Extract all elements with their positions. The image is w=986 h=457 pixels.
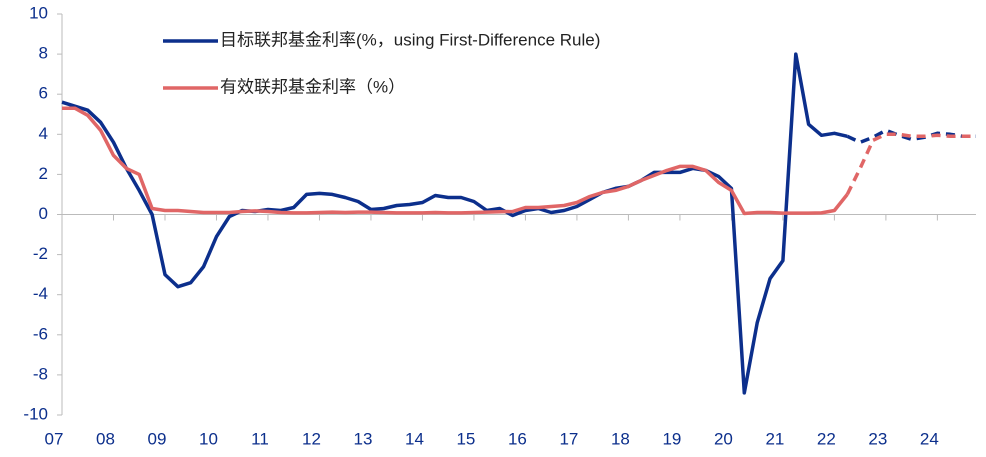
x-tick-label: 15 (456, 429, 475, 448)
series-line (61, 52, 848, 395)
y-tick-label: 10 (29, 3, 48, 22)
x-tick-label: 22 (817, 429, 836, 448)
y-tick-label: 0 (39, 204, 48, 223)
y-tick-label: 8 (39, 44, 48, 63)
x-tick-label: 07 (45, 429, 64, 448)
series-line-forecast (846, 128, 976, 145)
x-tick-label: 21 (765, 429, 784, 448)
y-tick-label: -4 (33, 284, 48, 303)
y-tick-label: -2 (33, 244, 48, 263)
legend-label: 有效联邦基金利率（%） (220, 77, 405, 96)
x-tick-label: 09 (148, 429, 167, 448)
x-tick-label: 19 (662, 429, 681, 448)
x-tick-label: 24 (920, 429, 939, 448)
y-tick-label: -10 (23, 404, 48, 423)
y-tick-label: 4 (39, 124, 48, 143)
x-tick-label: 20 (714, 429, 733, 448)
series-line (62, 106, 849, 216)
series-line-forecast (845, 132, 976, 196)
x-tick-label: 17 (559, 429, 578, 448)
x-tick-label: 10 (199, 429, 218, 448)
x-tick-label: 12 (302, 429, 321, 448)
y-tick-label: 2 (39, 164, 48, 183)
x-tick-label: 23 (868, 429, 887, 448)
x-tick-label: 14 (405, 429, 424, 448)
x-tick-label: 16 (508, 429, 527, 448)
y-tick-label: -6 (33, 324, 48, 343)
legend-label: 目标联邦基金利率(%，using First-Difference Rule) (220, 30, 600, 49)
x-tick-label: 18 (611, 429, 630, 448)
y-tick-label: -8 (33, 364, 48, 383)
x-tick-label: 13 (353, 429, 372, 448)
y-tick-label: 6 (39, 84, 48, 103)
x-tick-label: 08 (96, 429, 115, 448)
x-tick-label: 11 (251, 429, 269, 448)
